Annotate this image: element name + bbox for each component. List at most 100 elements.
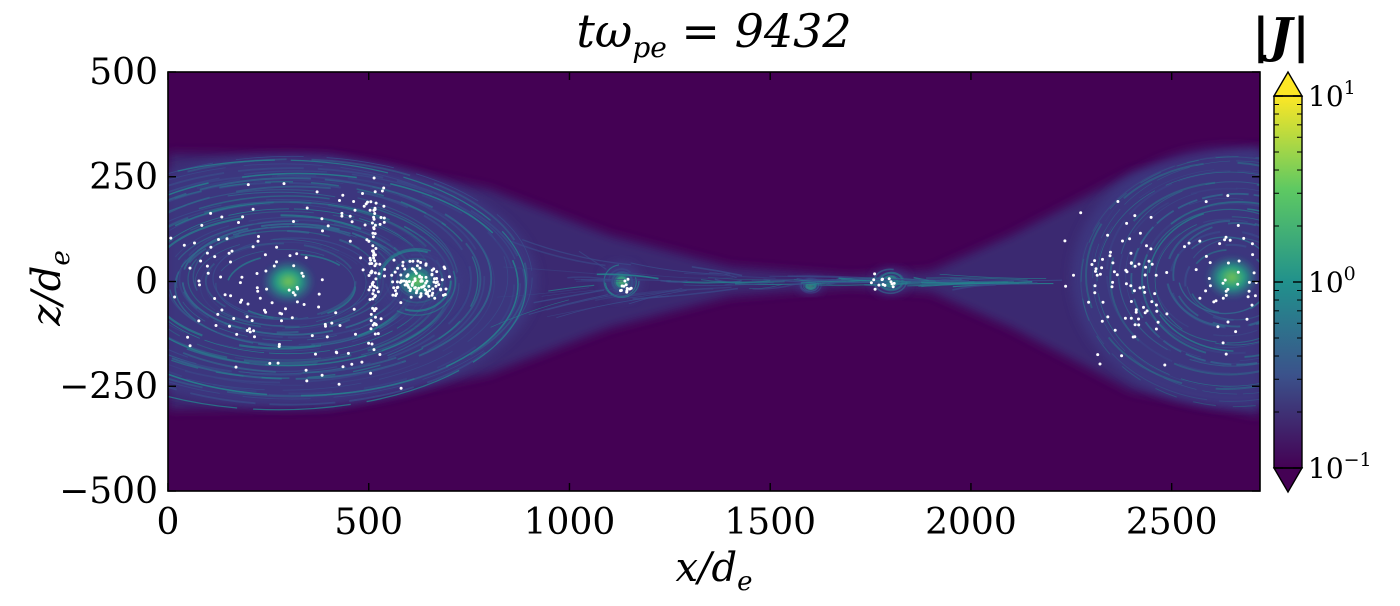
particle-dot <box>1099 363 1102 366</box>
particle-dot <box>330 322 333 325</box>
particle-dot <box>353 308 356 311</box>
particle-dot <box>265 288 268 291</box>
particle-dot <box>401 264 404 267</box>
particle-dot <box>1111 281 1114 284</box>
particle-dot <box>340 212 343 215</box>
particle-dot <box>197 280 200 283</box>
particle-dot <box>226 237 229 240</box>
particle-dot <box>189 267 192 270</box>
particle-dot <box>371 222 374 225</box>
particle-dot <box>373 227 376 230</box>
particle-dot <box>1095 267 1098 270</box>
particle-dot <box>415 289 418 292</box>
particle-dot <box>249 330 252 333</box>
particle-dot <box>229 261 232 264</box>
particle-dot <box>305 256 308 259</box>
particle-dot <box>1251 304 1254 307</box>
particle-dot <box>373 212 376 215</box>
particle-dot <box>374 190 377 193</box>
x-tick-label: 1000 <box>524 502 616 543</box>
particle-dot <box>1138 263 1141 266</box>
particle-dot <box>209 212 212 215</box>
particle-dot <box>1163 364 1166 367</box>
particle-dot <box>1133 289 1136 292</box>
particle-dot <box>373 177 376 180</box>
particle-dot <box>302 275 305 278</box>
particle-dot <box>372 216 375 219</box>
particle-dot <box>396 280 399 283</box>
particle-dot <box>1139 232 1142 235</box>
particle-dot <box>306 207 309 210</box>
particle-dot <box>1218 242 1221 245</box>
particle-dot <box>391 280 394 283</box>
particle-dot <box>213 297 216 300</box>
particle-dot <box>283 182 286 185</box>
particle-dot <box>627 278 630 281</box>
particle-dot <box>305 379 308 382</box>
particle-dot <box>1137 318 1140 321</box>
particle-dot <box>370 319 373 322</box>
particle-dot <box>228 252 231 255</box>
particle-dot <box>1090 263 1093 266</box>
particle-dot <box>1139 286 1142 289</box>
particle-dot <box>1148 260 1151 263</box>
particle-dot <box>220 216 223 219</box>
particle-dot <box>1222 297 1225 300</box>
particle-dot <box>1251 242 1254 245</box>
particle-dot <box>256 272 259 275</box>
particle-dot <box>1253 271 1256 274</box>
particle-dot <box>628 288 631 291</box>
particle-dot <box>364 224 367 227</box>
particle-dot <box>1111 261 1114 264</box>
particle-dot <box>317 306 320 309</box>
particle-dot <box>374 277 377 280</box>
particle-dot <box>872 278 875 281</box>
particle-dot <box>295 252 298 255</box>
particle-dot <box>396 267 399 270</box>
particle-dot <box>870 281 873 284</box>
particle-dot <box>253 335 256 338</box>
particle-dot <box>1134 323 1137 326</box>
particle-dot <box>252 208 255 211</box>
particle-dot <box>291 316 294 319</box>
particle-dot <box>314 353 317 356</box>
particle-dot <box>1116 273 1119 276</box>
particle-dot <box>1109 254 1112 257</box>
particle-dot <box>411 260 414 263</box>
particle-dot <box>372 257 375 260</box>
particle-dot <box>396 286 399 289</box>
particle-dot <box>1121 240 1124 243</box>
plasmoid-core <box>1205 255 1259 300</box>
particle-dot <box>1195 268 1198 271</box>
particle-dot <box>209 246 212 249</box>
particle-dot <box>374 232 377 235</box>
particle-dot <box>1079 211 1082 214</box>
particle-dot <box>1144 274 1147 277</box>
particle-dot <box>1225 353 1228 356</box>
particle-dot <box>380 216 383 219</box>
particle-dot <box>1225 236 1228 239</box>
particle-dot <box>1149 247 1152 250</box>
particle-dot <box>372 289 375 292</box>
particle-dot <box>1096 274 1099 277</box>
particle-dot <box>1128 237 1131 240</box>
particle-dot <box>400 279 403 282</box>
particle-dot <box>383 268 386 271</box>
y-tick-label: 0 <box>135 262 158 303</box>
particle-dot <box>342 365 345 368</box>
particle-dot <box>378 272 381 275</box>
particle-dot <box>406 274 409 277</box>
particle-dot <box>1133 214 1136 217</box>
particle-dot <box>207 272 210 275</box>
particle-dot <box>379 223 382 226</box>
particle-dot <box>193 242 196 245</box>
particle-dot <box>372 235 375 238</box>
particle-dot <box>1125 222 1128 225</box>
particle-dot <box>383 217 386 220</box>
particle-dot <box>1204 289 1207 292</box>
particle-dot <box>622 285 625 288</box>
particle-dot <box>431 294 434 297</box>
particle-dot <box>1183 245 1186 248</box>
particle-dot <box>407 284 410 287</box>
particle-dot <box>431 287 434 290</box>
